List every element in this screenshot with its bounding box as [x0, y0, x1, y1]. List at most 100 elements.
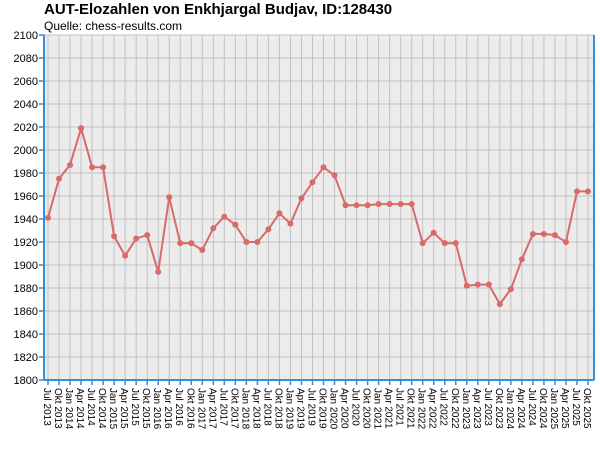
y-tick-label: 1960	[14, 191, 38, 203]
y-tick-label: 2000	[14, 145, 38, 157]
x-tick-label: Okt 2022	[449, 388, 460, 429]
x-tick-label: Jan 2023	[460, 388, 471, 430]
x-tick-label: Apr 2023	[471, 388, 482, 429]
data-point	[276, 210, 283, 217]
chart-subtitle: Quelle: chess-results.com	[44, 19, 183, 33]
data-point	[562, 239, 569, 245]
data-point	[254, 239, 261, 245]
x-tick-label: Jan 2019	[283, 388, 294, 430]
data-point	[188, 240, 195, 247]
y-tick-label: 1820	[14, 352, 38, 364]
data-point	[585, 188, 591, 195]
data-point	[199, 247, 206, 254]
x-tick-label: Apr 2020	[339, 388, 350, 429]
x-tick-label: Apr 2014	[74, 388, 85, 429]
x-tick-label: Jan 2022	[416, 388, 427, 430]
data-point	[463, 282, 470, 289]
data-point	[298, 195, 305, 202]
data-point	[287, 220, 294, 227]
data-point	[45, 214, 51, 221]
y-tick-label: 2080	[14, 53, 38, 65]
grid-lines	[44, 34, 594, 381]
data-point	[56, 175, 63, 182]
x-tick-label: Apr 2019	[294, 388, 305, 429]
data-point	[342, 202, 349, 209]
data-point	[452, 240, 459, 247]
x-tick-label: Okt 2021	[405, 388, 416, 429]
x-tick-label: Jul 2025	[570, 388, 581, 426]
x-tick-label: Okt 2017	[228, 388, 239, 429]
data-point	[551, 232, 558, 239]
x-tick-label: Okt 2020	[361, 388, 372, 429]
data-point	[375, 201, 382, 208]
x-tick-label: Okt 2018	[272, 388, 283, 429]
x-tick-label: Apr 2024	[515, 388, 526, 429]
x-tick-label: Okt 2019	[317, 388, 328, 429]
data-point	[441, 240, 448, 247]
y-tick-label: 2060	[14, 76, 38, 88]
y-tick-label: 1920	[14, 237, 38, 249]
y-tick-label: 1940	[14, 214, 38, 226]
y-tick-label: 1840	[14, 329, 38, 341]
x-tick-label: Jul 2016	[173, 388, 184, 426]
x-tick-label: Jan 2018	[239, 388, 250, 430]
data-point	[144, 232, 151, 239]
x-tick-label: Jul 2021	[394, 388, 405, 426]
data-point	[133, 235, 140, 242]
data-point	[386, 201, 393, 208]
x-tick-label: Apr 2016	[162, 388, 173, 429]
y-tick-label: 2100	[14, 30, 38, 42]
x-tick-label: Okt 2014	[96, 388, 107, 429]
data-point	[100, 164, 107, 171]
data-point	[309, 179, 316, 186]
x-tick-label: Apr 2018	[250, 388, 261, 429]
x-tick-label: Jul 2018	[261, 388, 272, 426]
x-tick-label: Apr 2021	[383, 388, 394, 429]
x-tick-label: Jan 2021	[372, 388, 383, 430]
y-tick-label: 2040	[14, 99, 38, 111]
data-point	[397, 201, 404, 208]
y-tick-label: 1880	[14, 283, 38, 295]
data-point	[89, 164, 96, 171]
data-point	[529, 230, 536, 237]
x-tick-label: Jul 2019	[305, 388, 316, 426]
data-point	[419, 240, 426, 247]
data-point	[265, 226, 272, 233]
x-tick-label: Jul 2015	[129, 388, 140, 426]
data-point	[210, 225, 217, 232]
data-point	[485, 281, 492, 288]
x-tick-label: Jan 2015	[107, 388, 118, 430]
x-tick-label: Apr 2015	[118, 388, 129, 429]
y-tick-label: 2020	[14, 122, 38, 134]
data-point	[221, 213, 228, 220]
x-tick-label: Jan 2024	[504, 388, 515, 430]
y-tick-label: 1900	[14, 260, 38, 272]
x-tick-label: Jul 2024	[526, 388, 537, 426]
y-axis-ticks: 1800 1820 1840 1860 1880 1900 1920 1940 1960 1980…	[14, 30, 44, 387]
x-tick-label: Jul 2020	[350, 388, 361, 426]
x-tick-label: Okt 2023	[493, 388, 504, 429]
data-point	[78, 125, 85, 132]
data-point	[353, 202, 360, 209]
series-group	[45, 125, 591, 308]
plot-area	[44, 35, 594, 380]
x-tick-label: Okt 2024	[537, 388, 548, 429]
x-tick-label: Jul 2013	[41, 388, 52, 426]
x-tick-label: Jan 2020	[328, 388, 339, 430]
x-tick-label: Apr 2025	[559, 388, 570, 429]
x-tick-label: Jul 2014	[85, 388, 96, 426]
x-tick-label: Apr 2017	[206, 388, 217, 429]
chart-title: AUT-Elozahlen von Enkhjargal Budjav, ID:…	[44, 1, 393, 18]
data-point	[518, 256, 525, 263]
data-point	[474, 281, 481, 288]
x-tick-label: Okt 2015	[140, 388, 151, 429]
x-tick-label: Jul 2023	[482, 388, 493, 426]
data-point	[496, 301, 503, 308]
data-point	[67, 161, 74, 168]
data-point	[166, 194, 173, 201]
data-point	[155, 268, 162, 275]
y-tick-label: 1800	[14, 375, 38, 387]
data-point	[573, 188, 580, 195]
data-point	[243, 239, 250, 245]
data-point	[507, 286, 514, 293]
